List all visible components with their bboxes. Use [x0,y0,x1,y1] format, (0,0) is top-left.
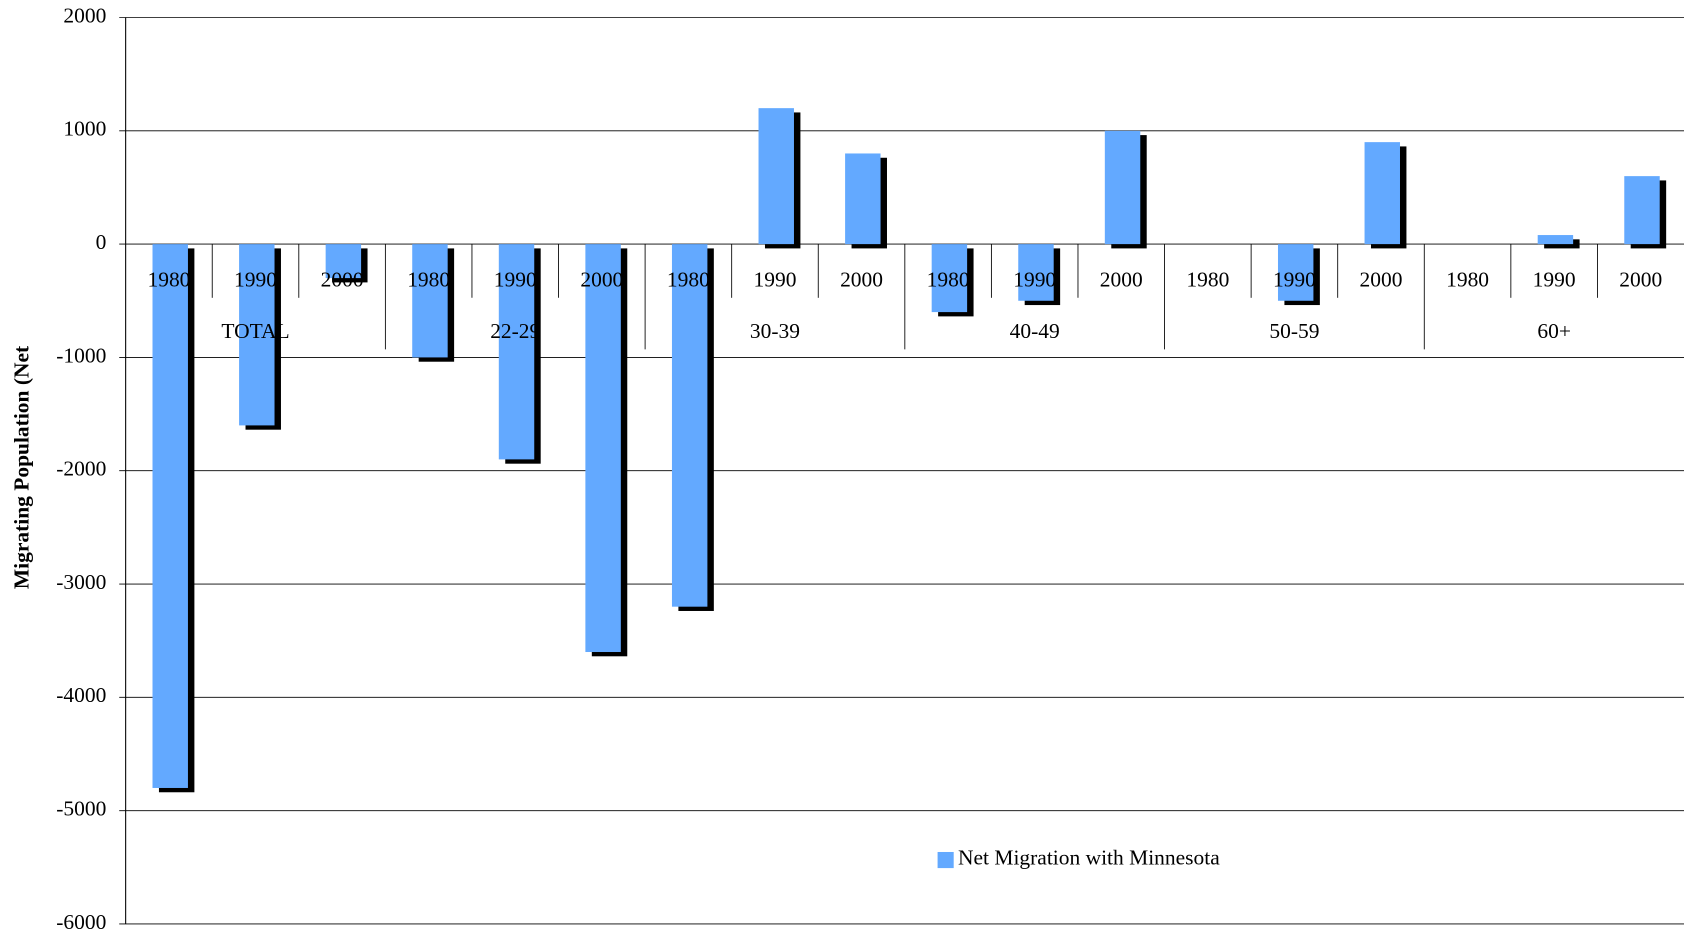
y-tick-label: -3000 [56,570,106,594]
x-tick-label: 2000 [1100,268,1143,292]
y-tick-label: -2000 [56,457,106,481]
bar [758,108,794,245]
group-label: 30-39 [750,319,800,343]
y-axis-title: Migrating Population (Net [10,345,34,589]
x-tick-label: 2000 [840,268,883,292]
x-tick-label: 1990 [1013,268,1056,292]
y-tick-label: -4000 [56,683,106,707]
x-tick-label: 1980 [927,268,970,292]
bar [585,244,621,653]
bar [1624,176,1660,245]
group-label: 50-59 [1269,319,1319,343]
x-tick-label: 2000 [1619,268,1662,292]
x-tick-label: 1980 [1446,268,1489,292]
y-tick-label: 2000 [63,3,106,27]
bar [239,244,275,426]
x-tick-label: 1990 [1533,268,1576,292]
y-tick-label: 1000 [63,117,106,141]
x-tick-label: 1980 [667,268,710,292]
x-tick-label: 2000 [1360,268,1403,292]
x-tick-label: 1990 [234,268,277,292]
bar [498,244,535,460]
y-tick-label: -6000 [56,910,106,934]
group-label: 60+ [1537,319,1571,343]
legend-label: Net Migration with Minnesota [958,845,1220,869]
x-tick-label: 1980 [407,268,450,292]
y-tick-label: 0 [96,230,107,254]
bar [1104,130,1141,245]
x-tick-label: 1980 [1186,268,1229,292]
y-tick-label: -5000 [56,797,106,821]
group-label: 22-29 [490,319,540,343]
bar [671,244,708,607]
legend-swatch [937,851,954,869]
bar [1277,244,1314,301]
x-tick-label: 1990 [1273,268,1316,292]
x-tick-label: 1980 [147,268,190,292]
x-tick-label: 2000 [580,268,623,292]
x-tick-label: 2000 [321,268,364,292]
bar [1537,235,1574,245]
bar [845,153,881,245]
bar [152,244,188,788]
bar [1364,142,1400,245]
bar [412,244,448,358]
x-tick-label: 1990 [494,268,537,292]
group-label: 40-49 [1010,319,1060,343]
bar [325,244,362,279]
y-tick-label: -1000 [56,343,106,367]
x-tick-label: 1990 [753,268,796,292]
bar [1018,244,1054,301]
bar [931,244,968,313]
group-label: TOTAL [221,319,289,343]
